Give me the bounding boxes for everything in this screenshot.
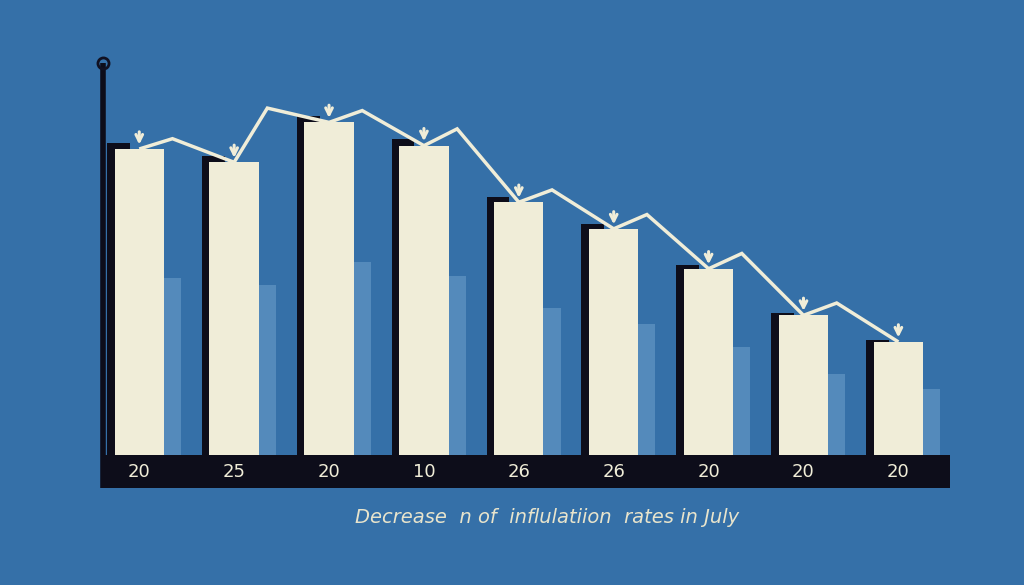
Bar: [796, 374, 845, 455]
Text: Decrease  n of  influlatiion  rates in July: Decrease n of influlatiion rates in July: [355, 508, 739, 527]
Bar: [873, 342, 923, 455]
Bar: [771, 312, 794, 455]
Bar: [866, 340, 889, 455]
Text: 26: 26: [602, 463, 625, 481]
Bar: [684, 269, 733, 455]
Text: 20: 20: [887, 463, 909, 481]
Bar: [304, 122, 353, 455]
Bar: [582, 224, 604, 455]
Bar: [115, 149, 164, 455]
Text: 25: 25: [222, 463, 246, 481]
Bar: [106, 143, 130, 455]
Bar: [399, 146, 449, 455]
Bar: [417, 276, 466, 455]
Bar: [322, 262, 371, 455]
Bar: [486, 197, 509, 455]
Text: 20: 20: [128, 463, 151, 481]
Bar: [210, 162, 259, 455]
Text: 20: 20: [317, 463, 340, 481]
Bar: [226, 285, 275, 455]
Bar: [589, 229, 638, 455]
Bar: [495, 202, 544, 455]
Bar: [891, 390, 940, 455]
Bar: [511, 308, 560, 455]
Bar: [701, 347, 751, 455]
Text: 10: 10: [413, 463, 435, 481]
Text: 20: 20: [697, 463, 720, 481]
Bar: [606, 324, 655, 455]
Text: 26: 26: [507, 463, 530, 481]
Bar: [779, 315, 828, 455]
Bar: [297, 116, 319, 455]
Text: 20: 20: [793, 463, 815, 481]
Bar: [105, 455, 949, 488]
Bar: [391, 139, 415, 455]
Bar: [676, 265, 699, 455]
Bar: [132, 277, 181, 455]
Bar: [202, 156, 224, 455]
